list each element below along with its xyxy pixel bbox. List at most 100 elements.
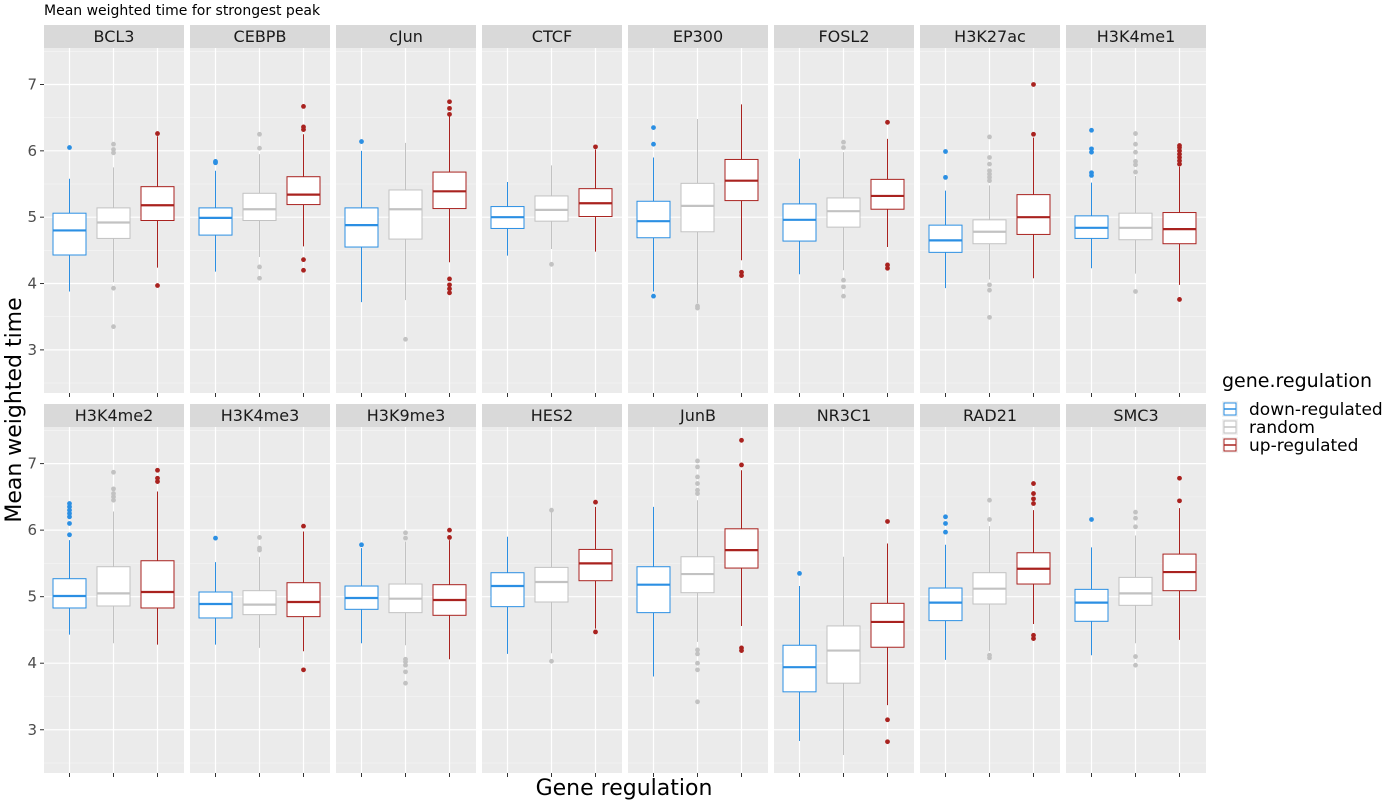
- outlier-point: [111, 494, 116, 500]
- outlier-point: [1177, 161, 1182, 167]
- outlier-point: [987, 134, 992, 140]
- chart-title: Mean weighted time for strongest peak: [44, 3, 321, 19]
- box-body: [490, 572, 525, 608]
- outlier-point: [987, 161, 992, 167]
- box-body: [388, 189, 423, 240]
- box-body: [782, 203, 817, 242]
- outlier-point: [1177, 143, 1182, 148]
- box-random: [242, 131, 277, 281]
- outlier-point: [1031, 496, 1036, 502]
- legend-label: up-regulated: [1249, 436, 1358, 456]
- facet-strip-label: CTCF: [532, 27, 572, 46]
- outlier-point: [695, 458, 700, 464]
- facet-strip-label: cJun: [389, 27, 423, 46]
- facet-panel: H3K9me3: [336, 404, 476, 777]
- box-random: [534, 507, 569, 664]
- outlier-point: [1089, 127, 1094, 133]
- outlier-point: [739, 269, 744, 275]
- outlier-point: [841, 293, 846, 299]
- box-down-regulated: [782, 158, 817, 275]
- box-down-regulated: [344, 542, 379, 644]
- outlier-point: [549, 261, 554, 267]
- box-random: [680, 118, 715, 311]
- box-up-regulated: [1162, 475, 1197, 640]
- facet-panel: CEBPB: [190, 25, 330, 397]
- box-body: [242, 192, 277, 222]
- outlier-point: [943, 514, 948, 520]
- outlier-point: [1031, 632, 1036, 638]
- box-body: [724, 528, 759, 569]
- y-tick-label: 6: [27, 142, 37, 160]
- y-axis-title: Mean weighted time: [2, 297, 27, 522]
- box-up-regulated: [870, 119, 905, 271]
- outlier-point: [1031, 501, 1036, 506]
- box-up-regulated: [870, 519, 905, 745]
- outlier-point: [447, 99, 452, 105]
- box-random: [96, 469, 131, 644]
- box-random: [388, 142, 423, 342]
- outlier-point: [155, 475, 160, 481]
- box-up-regulated: [140, 467, 175, 645]
- outlier-point: [1177, 151, 1182, 157]
- outlier-point: [549, 658, 554, 664]
- outlier-point: [1177, 475, 1182, 481]
- box-body: [870, 602, 905, 648]
- outlier-point: [1133, 654, 1138, 659]
- outlier-point: [695, 305, 700, 311]
- outlier-point: [841, 145, 846, 150]
- facet-panel: FOSL2: [774, 25, 914, 397]
- outlier-point: [111, 285, 116, 291]
- outlier-point: [67, 507, 72, 513]
- box-down-regulated: [1074, 127, 1109, 269]
- y-axis: 3 4 5 6 7 3 4 5 6 7: [27, 75, 44, 739]
- box-random: [826, 139, 861, 299]
- box-body: [534, 566, 569, 603]
- y-tick-label: 3: [27, 341, 37, 359]
- facet-strip-label: NR3C1: [817, 406, 872, 425]
- legend-title: gene.regulation: [1222, 370, 1372, 392]
- outlier-point: [403, 530, 408, 536]
- outlier-point: [1089, 149, 1094, 155]
- outlier-point: [257, 264, 262, 270]
- outlier-point: [111, 141, 116, 147]
- outlier-point: [695, 660, 700, 666]
- outlier-point: [403, 336, 408, 342]
- facet-strip: [1066, 25, 1206, 48]
- outlier-point: [1089, 517, 1094, 522]
- facet-panel: cJun: [336, 25, 476, 397]
- outlier-point: [841, 277, 846, 283]
- outlier-point: [447, 286, 452, 292]
- outlier-point: [593, 629, 598, 635]
- outlier-point: [1133, 515, 1138, 521]
- outlier-point: [987, 314, 992, 320]
- facet-strip: [190, 404, 330, 427]
- box-random: [534, 165, 569, 267]
- outlier-point: [885, 717, 890, 723]
- outlier-point: [987, 168, 992, 174]
- outlier-point: [67, 521, 72, 526]
- legend-label: random: [1249, 418, 1315, 438]
- outlier-point: [987, 287, 992, 293]
- outlier-point: [155, 467, 160, 473]
- outlier-point: [885, 519, 890, 524]
- box-random: [1118, 131, 1153, 294]
- box-down-regulated: [928, 149, 963, 289]
- outlier-point: [695, 474, 700, 480]
- y-tick-label: 6: [27, 521, 37, 539]
- facet-panel: H3K27ac: [920, 25, 1060, 397]
- outlier-point: [257, 535, 262, 540]
- box-random: [96, 141, 131, 330]
- facet-strip: [1066, 404, 1206, 427]
- outlier-point: [403, 659, 408, 665]
- facet-panel: H3K4me3: [190, 404, 330, 777]
- outlier-point: [67, 514, 72, 520]
- outlier-point: [1133, 141, 1138, 147]
- outlier-point: [987, 171, 992, 177]
- facet-strip: [920, 25, 1060, 48]
- box-body: [1118, 576, 1153, 606]
- outlier-point: [1133, 159, 1138, 164]
- outlier-point: [359, 542, 364, 548]
- facet-panels: BCL3 CEBPB cJun CTCF EP300 FOSL2 H3K27ac H3K4me…: [44, 25, 1206, 777]
- legend-label: down-regulated: [1249, 400, 1383, 420]
